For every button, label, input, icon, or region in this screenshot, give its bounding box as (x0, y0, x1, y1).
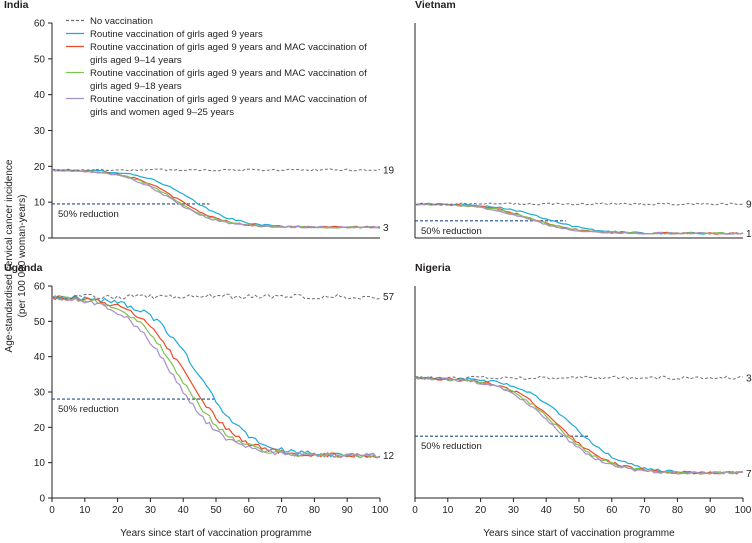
series-line-no-vaccination (51, 293, 381, 300)
series-line-no-vaccination (415, 375, 744, 380)
y-tick-label: 30 (34, 126, 46, 137)
series-line-no-vaccination (51, 168, 381, 172)
y-tick-label: 0 (39, 494, 45, 505)
series-line-mac-9-14 (415, 376, 743, 475)
x-tick-label: 30 (145, 505, 157, 516)
y-tick-label: 60 (34, 19, 46, 30)
y-tick-label: 40 (34, 90, 46, 101)
legend-entry-mac-9-18: Routine vaccination of girls aged 9 year… (66, 68, 367, 92)
x-tick-label: 0 (412, 505, 418, 516)
series-line-mac-9-25 (51, 169, 381, 229)
series-line-no-vaccination (414, 202, 744, 206)
series-line-mac-9-18 (414, 376, 744, 475)
y-tick-label: 0 (39, 234, 45, 245)
legend-label: girls and women aged 9–25 years (90, 107, 234, 118)
end-label-baseline: 57 (383, 292, 395, 303)
fifty-percent-reduction-label: 50% reduction (58, 404, 119, 415)
x-tick-label: 60 (243, 505, 255, 516)
fifty-percent-reduction-label: 50% reduction (58, 209, 119, 220)
panel-title: Vietnam (415, 0, 456, 11)
series-line-routine-9 (414, 376, 744, 475)
y-tick-label: 60 (34, 282, 46, 293)
x-tick-label: 90 (342, 505, 354, 516)
y-tick-label: 50 (34, 317, 46, 328)
x-tick-label: 70 (639, 505, 651, 516)
x-axis-label: Years since start of vaccination program… (120, 528, 312, 539)
series-line-mac-9-25 (414, 376, 744, 475)
legend-entry-no-vaccination: No vaccination (66, 16, 153, 27)
legend-label: No vaccination (90, 16, 153, 27)
series-line-mac-9-25 (51, 295, 381, 459)
panel-title: Uganda (4, 262, 43, 274)
series-line-mac-9-14 (51, 295, 381, 459)
legend-label: Routine vaccination of girls aged 9 year… (90, 94, 367, 105)
x-tick-label: 50 (210, 505, 222, 516)
x-tick-label: 0 (49, 505, 55, 516)
end-label-baseline: 19 (383, 165, 395, 176)
panel-title: India (4, 0, 29, 11)
x-tick-label: 50 (573, 505, 585, 516)
series-line-mac-9-18 (52, 295, 381, 459)
panel-uganda: Uganda 0 10 20 30 40 50 60 0 10 20 30 40 50 60 70 80 90 10… (4, 262, 395, 539)
y-tick-label: 20 (34, 423, 46, 434)
panel-nigeria: Nigeria 0 10 20 30 40 50 60 70 80 90 100 Years since… (412, 262, 752, 539)
y-tick-label: 10 (34, 458, 46, 469)
legend-entry-mac-9-25: Routine vaccination of girls aged 9 year… (66, 94, 367, 118)
y-tick-label: 20 (34, 162, 46, 173)
x-tick-label: 40 (541, 505, 553, 516)
x-tick-label: 10 (79, 505, 91, 516)
x-axis-label: Years since start of vaccination program… (483, 528, 675, 539)
fifty-percent-reduction-label: 50% reduction (421, 226, 482, 237)
end-label-floor: 1 (746, 229, 752, 240)
x-tick-label: 10 (442, 505, 454, 516)
end-label-baseline: 9 (746, 199, 752, 210)
end-label-floor: 12 (383, 451, 395, 462)
end-label-floor: 7 (746, 469, 752, 480)
legend-entry-mac-9-14: Routine vaccination of girls aged 9 year… (66, 42, 367, 66)
y-tick-label: 40 (34, 352, 46, 363)
x-tick-label: 90 (705, 505, 717, 516)
legend-label: Routine vaccination of girls aged 9 year… (90, 29, 263, 40)
series-line-mac-9-25 (414, 202, 744, 235)
legend-label: Routine vaccination of girls aged 9 year… (90, 68, 367, 79)
y-tick-label: 30 (34, 388, 46, 399)
y-tick-label: 50 (34, 54, 46, 65)
legend-label: girls aged 9–18 years (90, 81, 182, 92)
legend-entry-routine-9: Routine vaccination of girls aged 9 year… (66, 29, 263, 40)
end-label-floor: 3 (383, 223, 389, 234)
end-label-baseline: 34 (746, 373, 752, 384)
series-line-routine-9 (51, 294, 381, 459)
legend-label: Routine vaccination of girls aged 9 year… (90, 42, 367, 53)
y-tick-label: 10 (34, 198, 46, 209)
x-tick-label: 20 (112, 505, 124, 516)
x-tick-label: 80 (309, 505, 321, 516)
panel-india: India 0 10 20 30 40 50 60 50% reduction 19 3 (4, 0, 395, 245)
legend: No vaccination Routine vaccination of gir… (66, 16, 367, 118)
fifty-percent-reduction-label: 50% reduction (421, 441, 482, 452)
x-tick-label: 40 (178, 505, 190, 516)
x-tick-label: 30 (508, 505, 520, 516)
x-tick-label: 60 (606, 505, 618, 516)
x-tick-label: 80 (672, 505, 684, 516)
x-tick-label: 100 (372, 505, 389, 516)
y-axis-label-line1: Age-standardised cervical cancer inciden… (4, 159, 15, 352)
panel-title: Nigeria (415, 262, 451, 274)
y-axis-label-line2: (per 100 000 woman-years) (17, 195, 28, 318)
x-tick-label: 20 (475, 505, 487, 516)
x-tick-label: 100 (735, 505, 752, 516)
x-tick-label: 70 (276, 505, 288, 516)
panel-vietnam: Vietnam 50% reduction 9 1 (414, 0, 752, 240)
y-axis-labels: Age-standardised cervical cancer inciden… (4, 159, 28, 352)
legend-label: girls aged 9–14 years (90, 55, 182, 66)
